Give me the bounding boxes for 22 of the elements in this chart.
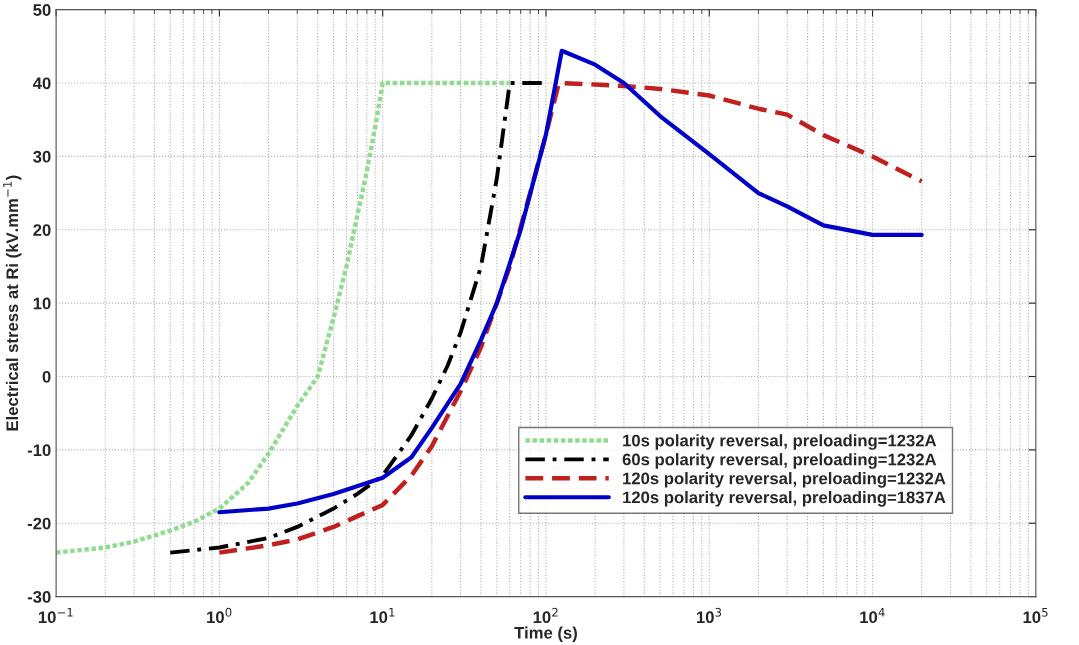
x-axis-title: Time (s): [514, 626, 577, 643]
x-tick-label: 10$^{0}$: [207, 607, 232, 624]
y-tick-label: 20: [33, 224, 51, 236]
y-tick-label: -30: [27, 591, 51, 603]
x-tick-label: 10$^{2}$: [533, 607, 558, 624]
x-tick-label: 10$^{1}$: [370, 608, 395, 624]
legend-label: 120s polarity reversal, preloading=1232A: [623, 472, 946, 488]
x-tick-label: 10$^{5}$: [1023, 608, 1048, 624]
legend-label: 120s polarity reversal, preloading=1837A: [623, 491, 946, 507]
y-tick-label: 40: [32, 77, 51, 90]
y-tick-label: 50: [33, 4, 51, 16]
legend-label: 60s polarity reversal, preloading=1232A: [622, 453, 937, 469]
y-tick-label: 30: [33, 150, 51, 163]
y-tick-label: -10: [27, 444, 51, 457]
x-tick-label: 10$^{−1}$: [38, 608, 73, 624]
legend-label: 10s polarity reversal, preloading=1232A: [623, 434, 937, 450]
y-axis-title: Electrical stress at Ri (kV.mm$^{−1}$): [3, 175, 22, 431]
y-tick-label: 10: [33, 297, 51, 310]
x-tick-label: 10$^{4}$: [860, 608, 885, 624]
x-tick-label: 10$^{3}$: [696, 607, 722, 624]
y-tick-label: -20: [27, 517, 51, 530]
y-tick-label: 0: [42, 370, 51, 383]
